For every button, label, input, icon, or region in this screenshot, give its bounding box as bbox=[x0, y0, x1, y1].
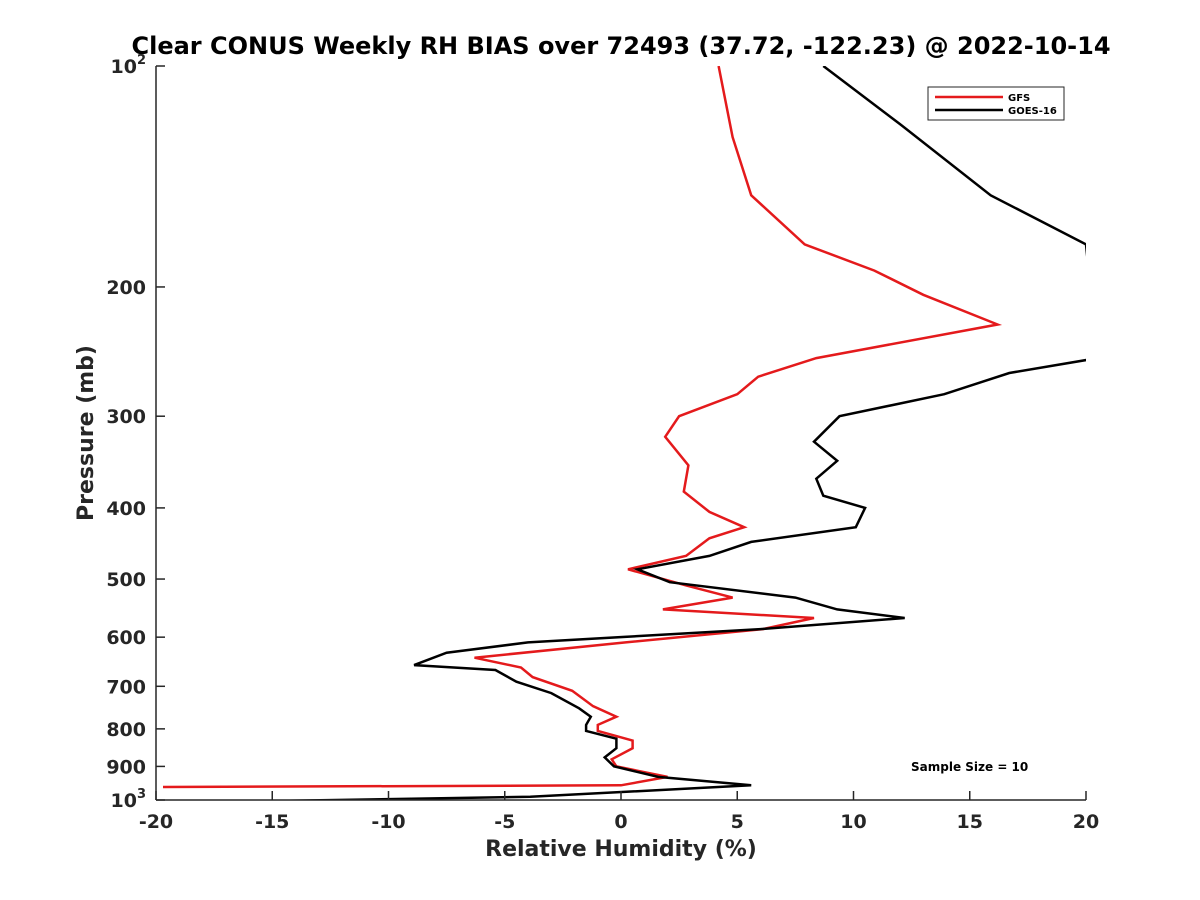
y-tick-label: 900 bbox=[106, 756, 146, 778]
y-axis-label: Pressure (mb) bbox=[74, 345, 99, 521]
y-tick-label: 300 bbox=[106, 406, 146, 428]
y-tick-label: 700 bbox=[106, 676, 146, 698]
x-ticks: -20 -15 -10 -5 0 5 10 15 20 bbox=[139, 791, 1099, 833]
axes bbox=[155, 66, 1086, 801]
y-tick-label: 200 bbox=[106, 277, 146, 299]
y-tick-label: 102 bbox=[111, 53, 147, 78]
x-tick-label: 20 bbox=[1073, 811, 1099, 833]
legend-label-goes16: GOES-16 bbox=[1008, 106, 1057, 117]
y-tick-label: 800 bbox=[106, 719, 146, 741]
x-tick-label: -20 bbox=[139, 811, 173, 833]
y-ticks: 102 200 300 400 500 600 700 800 900 103 bbox=[106, 53, 165, 812]
y-tick-label: 600 bbox=[106, 627, 146, 649]
y-tick-label: 103 bbox=[111, 787, 147, 812]
x-tick-label: 5 bbox=[731, 811, 744, 833]
series-group bbox=[162, 66, 1086, 800]
legend-label-gfs: GFS bbox=[1008, 93, 1030, 104]
x-tick-label: 0 bbox=[614, 811, 627, 833]
series-line-goes16 bbox=[258, 66, 1086, 800]
x-tick-label: -10 bbox=[371, 811, 405, 833]
x-axis-label: Relative Humidity (%) bbox=[485, 837, 757, 862]
legend: GFS GOES-16 bbox=[927, 86, 1065, 121]
y-tick-label: 400 bbox=[106, 498, 146, 520]
sample-size-annotation: Sample Size = 10 bbox=[911, 760, 1028, 774]
series-line-gfs bbox=[162, 66, 1003, 789]
x-tick-label: 15 bbox=[957, 811, 983, 833]
chart-title: Clear CONUS Weekly RH BIAS over 72493 (3… bbox=[131, 32, 1110, 60]
x-tick-label: -15 bbox=[255, 811, 289, 833]
y-tick-label: 500 bbox=[106, 569, 146, 591]
x-tick-label: 10 bbox=[840, 811, 866, 833]
x-tick-label: -5 bbox=[494, 811, 515, 833]
legend-box bbox=[927, 86, 1065, 121]
